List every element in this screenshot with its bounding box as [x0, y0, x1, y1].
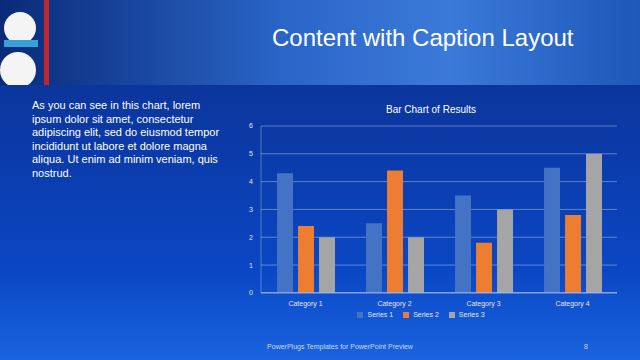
- svg-text:1: 1: [249, 262, 253, 269]
- svg-text:2: 2: [249, 234, 253, 241]
- svg-text:Category 4: Category 4: [555, 300, 589, 308]
- svg-text:0: 0: [249, 289, 253, 296]
- html-text:8: 8: [584, 343, 588, 350]
- html-text:Content with Caption Layout: Content with Caption Layout: [272, 24, 574, 51]
- svg-text:3: 3: [249, 206, 253, 213]
- html-text:As you can see in this chart,: As you can see in this chart, lorem ipsu…: [32, 99, 220, 179]
- svg-text:6: 6: [249, 122, 253, 129]
- svg-text:Category 1: Category 1: [288, 300, 322, 308]
- html-text:Series 2: Series 2: [413, 310, 439, 318]
- html-text:Series 1: Series 1: [367, 310, 394, 318]
- svg-text:4: 4: [249, 178, 253, 185]
- html-text:PowerPlugs Templates for Power: PowerPlugs Templates for PowerPoint Prev…: [267, 343, 413, 350]
- svg-text:5: 5: [249, 150, 253, 157]
- html-text:Series 3: Series 3: [458, 310, 485, 318]
- svg-text:Category 2: Category 2: [377, 300, 411, 308]
- html-text:Bar Chart of Results: Bar Chart of Results: [386, 104, 476, 115]
- svg-text:Category 3: Category 3: [466, 300, 500, 308]
